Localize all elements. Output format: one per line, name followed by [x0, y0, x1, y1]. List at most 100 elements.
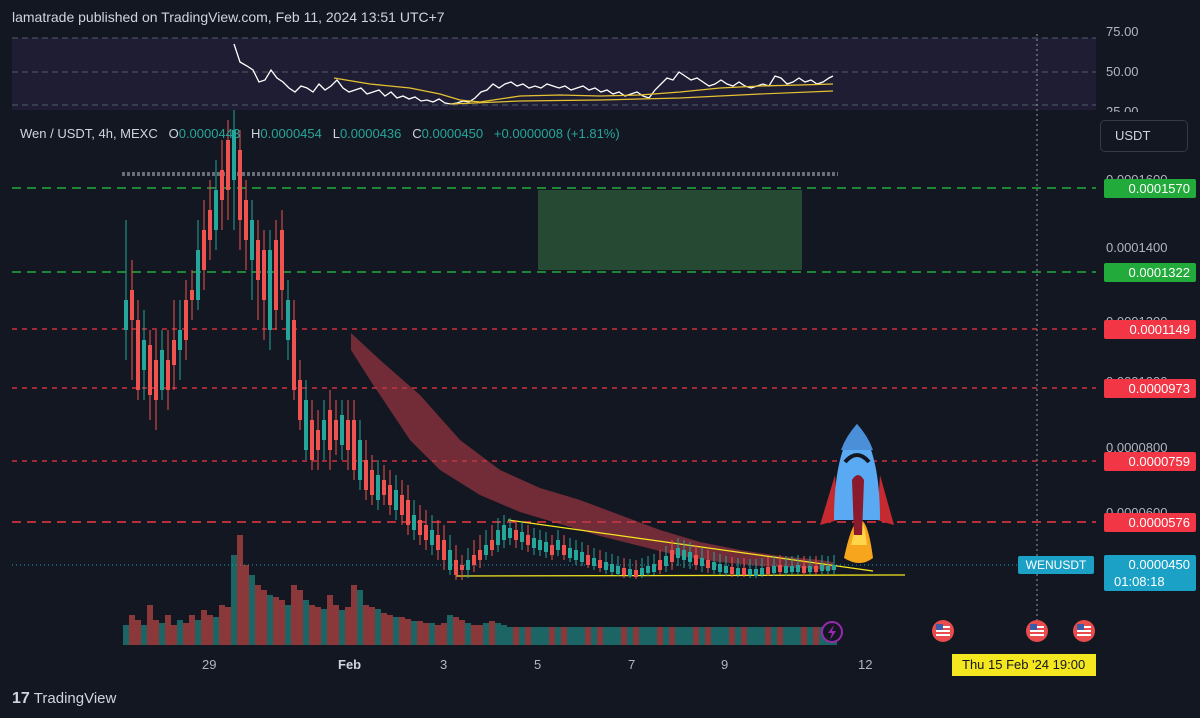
volume-bar [297, 590, 303, 645]
price-axis-label: 0.0000800 [1106, 440, 1168, 455]
bar-countdown: 01:08:18 [1104, 572, 1196, 591]
rsi-ma-line [333, 77, 834, 103]
close-value: 0.0000450 [421, 126, 484, 141]
candle-body [736, 568, 740, 575]
us-flag-icon[interactable] [1073, 620, 1095, 642]
candle-body [508, 528, 512, 538]
volume-bar [513, 627, 519, 645]
candle-body [412, 515, 416, 530]
candle-body [286, 300, 290, 340]
candle-body [142, 340, 146, 370]
candle-body [418, 520, 422, 535]
us-flag-icon[interactable] [1026, 620, 1048, 642]
lightning-icon[interactable] [821, 621, 843, 643]
us-flag-icon[interactable] [932, 620, 954, 642]
candle-body [220, 170, 224, 200]
candle-body [550, 545, 554, 555]
volume-bar [123, 625, 129, 645]
level-price-tag[interactable]: 0.0001322 [1104, 263, 1196, 282]
level-price-tag[interactable]: 0.0000759 [1104, 452, 1196, 471]
candle-body [778, 565, 782, 572]
volume-bar [129, 615, 135, 645]
candle-body [256, 240, 260, 280]
volume-bar [327, 595, 333, 645]
candle-body [298, 380, 302, 420]
candle-body [754, 569, 758, 576]
level-price-tag[interactable]: 0.0001570 [1104, 179, 1196, 198]
candle-body [376, 475, 380, 500]
time-axis-label: 12 [858, 657, 873, 672]
candle-body [490, 540, 494, 550]
candle-body [598, 560, 602, 568]
volume-bar [555, 627, 561, 645]
volume-bar [681, 627, 687, 645]
low-value: 0.0000436 [339, 126, 402, 141]
volume-bar [783, 627, 789, 645]
volume-bar [405, 619, 411, 645]
candle-body [478, 550, 482, 560]
candle-body [802, 566, 806, 573]
candle-body [496, 530, 500, 545]
volume-bar [339, 610, 345, 645]
volume-bar [207, 615, 213, 645]
volume-bar [615, 627, 621, 645]
rocket-icon [820, 424, 894, 563]
volume-bar [183, 623, 189, 645]
volume-bar [543, 627, 549, 645]
volume-bar [159, 623, 165, 645]
candle-body [544, 542, 548, 552]
currency-button[interactable]: USDT [1100, 120, 1188, 152]
candle-body [520, 532, 524, 542]
volume-bar [669, 627, 675, 645]
symbol-name[interactable]: Wen / USDT, 4h, MEXC [20, 126, 158, 141]
volume-bar [723, 627, 729, 645]
level-price-tag[interactable]: 0.0000973 [1104, 379, 1196, 398]
volume-bar [291, 585, 297, 645]
volume-bar [753, 627, 759, 645]
volume-bar [243, 565, 249, 645]
candle-body [682, 550, 686, 560]
time-axis-label: 5 [534, 657, 542, 672]
volume-bar [213, 617, 219, 645]
candle-body [244, 200, 248, 240]
volume-bar [597, 627, 603, 645]
level-price-tag[interactable]: 0.0001149 [1104, 320, 1196, 339]
volume-bar [189, 615, 195, 645]
candle-body [814, 566, 818, 572]
candle-body [346, 420, 350, 450]
volume-bar [495, 623, 501, 645]
brand-name: TradingView [33, 690, 117, 707]
volume-bar [249, 575, 255, 645]
candle-body [556, 540, 560, 550]
volume-bar [429, 623, 435, 645]
candle-body [316, 430, 320, 450]
high-value: 0.0000454 [260, 126, 322, 141]
candle-body [124, 300, 128, 330]
volume-bar [441, 623, 447, 645]
candle-body [634, 570, 638, 577]
volume-bar [195, 620, 201, 645]
candle-body [622, 568, 626, 575]
level-price-tag[interactable]: 0.0000576 [1104, 513, 1196, 532]
candle-body [694, 555, 698, 565]
candle-body [226, 140, 230, 190]
volume-bar [171, 625, 177, 645]
tradingview-footer[interactable]: 17 TradingView [12, 690, 116, 708]
volume-bar [537, 627, 543, 645]
candle-body [748, 569, 752, 575]
candle-body [160, 350, 164, 390]
candle-body [706, 560, 710, 568]
symbol-tag: WENUSDT [1018, 556, 1094, 574]
volume-bar [591, 627, 597, 645]
price-axis-label: 0.0001600 [1106, 172, 1168, 180]
volume-bar [693, 627, 699, 645]
volume-bars [123, 535, 837, 645]
candle-body [208, 210, 212, 240]
open-label: O [168, 126, 179, 141]
candle-body [652, 564, 656, 572]
candle-body [466, 560, 470, 570]
candle-body [352, 420, 356, 470]
candle-body [568, 548, 572, 558]
candle-body [190, 290, 194, 300]
